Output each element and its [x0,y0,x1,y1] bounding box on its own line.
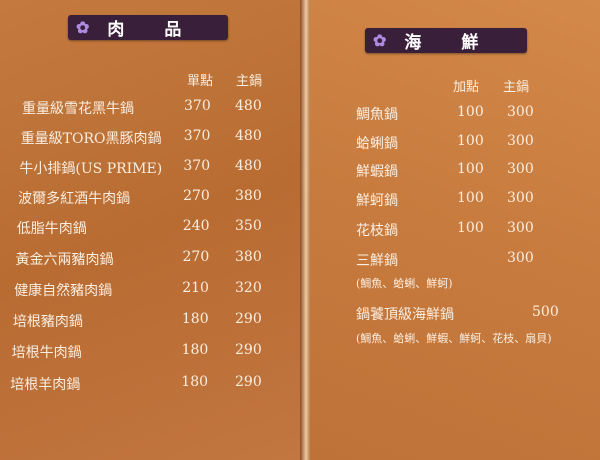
seafood-menu-page: ✿ 海鮮 加點 主鍋 鯛魚鍋 100 300 蛤蜊鍋 100 300 鮮蝦鍋 100 300 鮮蚵… [310,0,600,460]
single-price: 180 [181,311,209,327]
single-price: 180 [181,342,209,358]
single-price: 270 [183,188,210,204]
single-price: 370 [183,128,211,144]
item-name: 培根牛肉鍋 [11,345,82,361]
main-price: 290 [235,311,262,327]
seafood-title: 海鮮 [404,33,519,53]
item-name: 鯛魚鍋 [356,107,398,123]
item-name: 花枝鍋 [356,223,398,239]
item-name: 蛤蜊鍋 [356,136,398,152]
single-price: 210 [182,280,209,296]
main-price: 380 [235,249,262,265]
item-name: 波爾多紅酒牛肉鍋 [18,191,131,207]
add-price: 100 [457,190,484,206]
single-price: 180 [181,374,209,390]
col-main-header: 主鍋 [236,74,263,89]
main-price: 350 [235,218,262,234]
item-name: 重量級雪花黑牛鍋 [22,101,134,117]
col-add-header: 加點 [453,80,480,95]
item-name: 健康自然豬肉鍋 [14,283,113,299]
main-price: 300 [507,133,534,149]
item-name: 三鮮鍋 [356,253,398,269]
col-main-header: 主鍋 [503,80,530,95]
item-name: 黃金六兩豬肉鍋 [15,252,114,268]
main-price: 500 [532,304,559,320]
item-name: 鮮蝦鍋 [356,164,398,180]
main-price: 480 [235,128,262,144]
item-name: 培根豬肉鍋 [12,314,83,330]
item-name: 培根羊肉鍋 [10,377,81,393]
main-price: 480 [235,158,262,174]
item-note: (鯛魚、蛤蜊、鮮蝦、鮮蚵、花枝、扇貝) [356,332,552,345]
main-price: 290 [235,374,262,390]
item-name: 重量級TORO黑豚肉鍋 [20,131,162,147]
main-price: 300 [507,190,534,206]
single-price: 370 [184,98,211,114]
item-name: 鮮蚵鍋 [356,193,398,209]
meat-title: 肉品 [107,20,222,40]
single-price: 370 [183,158,211,174]
item-name: 牛小排鍋(US PRIME) [19,161,163,177]
add-price: 100 [457,104,484,120]
meat-title-bar: ✿ 肉品 [68,15,228,40]
main-price: 320 [235,280,262,296]
page-gap [300,0,312,460]
main-price: 300 [507,250,534,266]
flower-icon: ✿ [373,31,387,50]
seafood-title-bar: ✿ 海鮮 [365,28,527,53]
add-price: 100 [457,220,484,236]
flower-icon: ✿ [76,18,90,37]
col-single-header: 單點 [187,74,214,89]
meat-menu-page: ✿ 肉品 單點 主鍋 重量級雪花黑牛鍋 370 480 重量級TORO黑豚肉鍋 370 4… [0,0,302,460]
main-price: 290 [235,342,262,358]
item-name: 低脂牛肉鍋 [16,221,87,237]
main-price: 380 [235,188,262,204]
single-price: 270 [182,249,210,265]
add-price: 100 [457,133,484,149]
main-price: 300 [507,220,534,236]
item-note: (鯛魚、蛤蜊、鮮蚵) [356,277,453,290]
add-price: 100 [457,161,484,177]
main-price: 480 [235,98,262,114]
item-name: 鍋饕頂級海鮮鍋 [356,307,454,323]
main-price: 300 [507,161,534,177]
single-price: 240 [182,218,210,234]
main-price: 300 [507,104,534,120]
